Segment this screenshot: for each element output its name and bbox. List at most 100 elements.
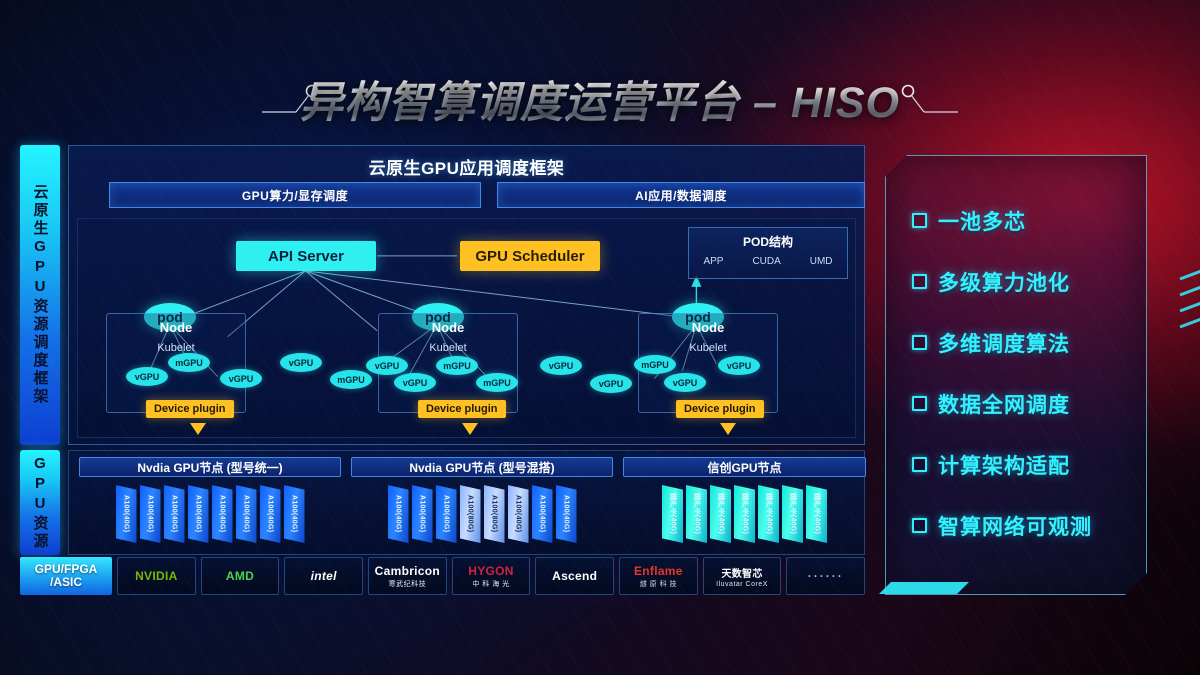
vendor-intel-label: intel [310,569,337,583]
gpu-card[interactable]: A100(40G) [411,485,433,543]
checkbox-icon [912,457,927,472]
vendor-enflame[interactable]: Enflame 燧 原 科 技 [619,557,698,595]
feature-item-0[interactable]: 一池多芯 [912,190,1146,251]
pod-structure-box: POD结构 APP CUDA UMD [688,227,848,279]
node-3-kubelet: Kubelet [689,342,727,354]
vendor-iluvatar-sub: Iluvatar CoreX [716,580,768,588]
node-2-label: Node [431,320,465,335]
gpu-oval-1-1[interactable]: mGPU [168,353,210,372]
feature-item-4[interactable]: 计算架构适配 [912,434,1146,495]
gpu-card[interactable]: A100(40G) [435,485,457,543]
gpu-card[interactable]: 国产卡(40G) [734,485,755,543]
gpu-oval-1-2[interactable]: vGPU [220,369,262,388]
node-1-label: Node [159,320,193,335]
gpu-card-label: A100(40G) [146,495,154,533]
gpu-node-group-1-header: Nvdia GPU节点 (型号统一) [79,457,341,477]
gpu-oval-2-0[interactable]: vGPU [366,356,408,375]
gpu-card[interactable]: A100(40G) [187,485,209,543]
gpu-card-label: 国产卡(40G) [717,493,725,535]
gpu-node-group-3: 信创GPU节点 国产卡(40G) 国产卡(40G) 国产卡(40G) 国产卡(4… [623,457,866,550]
gpu-oval-3-0-label: mGPU [641,359,669,370]
gpu-card[interactable]: A100(40G) [555,485,577,543]
gpu-card[interactable]: 国产卡(40G) [710,485,731,543]
feature-item-2[interactable]: 多维调度算法 [912,312,1146,373]
gpu-card-label: A100(40G) [394,495,402,533]
gpu-card-label: A100(40G) [562,495,570,533]
checkbox-icon [912,274,927,289]
gpu-card[interactable]: A100(40G) [507,485,529,543]
gpu-card[interactable]: A100(80G) [483,485,505,543]
page-title: 异构智算调度运营平台 – HISO [0,68,1200,130]
gpu-card[interactable]: 国产卡(40G) [662,485,683,543]
gpu-card-label: A100(40G) [538,495,546,533]
device-plugin-3[interactable]: Device plugin [676,400,764,418]
gpu-oval-2-4[interactable]: vGPU [540,356,582,375]
vendor-amd-label: AMD [225,569,255,583]
gpu-oval-1-0[interactable]: vGPU [126,367,168,386]
vendor-more[interactable]: ······ [786,557,866,595]
device-plugin-3-label: Device plugin [684,403,756,415]
feature-item-5[interactable]: 智算网络可观测 [912,495,1146,556]
gpu-card[interactable]: 国产卡(40G) [782,485,803,543]
vendor-more-label: ······ [807,569,844,583]
vendor-cambricon[interactable]: Cambricon 寒武纪科技 [368,557,447,595]
gpu-oval-2-3[interactable]: mGPU [476,373,518,392]
gpu-node-group-2: Nvdia GPU节点 (型号混搭) A100(40G) A100(40G) A… [351,457,613,550]
gpu-card-label: 国产卡(40G) [813,493,821,535]
gpu-oval-2-1[interactable]: mGPU [436,356,478,375]
gpu-card[interactable]: A100(40G) [235,485,257,543]
gpu-card-label: 国产卡(40G) [789,493,797,535]
feature-item-3[interactable]: 数据全网调度 [912,373,1146,434]
gpu-card-label: 国产卡(40G) [741,493,749,535]
vendor-nvidia[interactable]: NVIDIA [117,557,196,595]
band-gpu-compute-label: GPU算力/显存调度 [241,188,349,203]
feature-item-4-label: 计算架构适配 [938,454,1070,478]
gpu-card[interactable]: 国产卡(40G) [686,485,707,543]
gpu-card[interactable]: A100(40G) [283,485,305,543]
framework-panel: 云原生GPU应用调度框架 GPU算力/显存调度 AI应用/数据调度 [68,145,865,445]
scheduling-area: API Server GPU Scheduler POD结构 APP CUDA … [77,218,856,438]
gpu-oval-2-2[interactable]: vGPU [394,373,436,392]
gpu-card-label: A100(40G) [218,495,226,533]
gpu-card[interactable]: A100(40G) [115,485,137,543]
gpu-card[interactable]: A100(40G) [211,485,233,543]
gpu-scheduler-node[interactable]: GPU Scheduler [460,241,600,271]
vendor-row-label: GPU/FPGA /ASIC [20,557,112,595]
gpu-oval-3-0[interactable]: mGPU [634,355,676,374]
checkbox-icon [912,335,927,350]
gpu-card[interactable]: A100(40G) [139,485,161,543]
gpu-card[interactable]: A100(40G) [163,485,185,543]
panel-accent-right [1178,265,1200,340]
vendor-iluvatar[interactable]: 天数智芯 Iluvatar CoreX [702,557,782,595]
gpu-card[interactable]: A100(40G) [387,485,409,543]
gpu-card[interactable]: A100(40G) [531,485,553,543]
title-decoration-right [898,78,958,118]
vendor-amd[interactable]: AMD [200,557,280,595]
vendor-hygon[interactable]: HYGON 中 科 海 光 [451,557,531,595]
gpu-card[interactable]: 国产卡(40G) [806,485,827,543]
gpu-scheduler-label: GPU Scheduler [475,247,585,265]
gpu-card[interactable]: 国产卡(40G) [758,485,779,543]
gpu-oval-2-5-label: vGPU [598,378,624,389]
gpu-oval-2-5[interactable]: vGPU [590,374,632,393]
vendor-hygon-label: HYGON [468,563,514,578]
pod-layer-umd: UMD [809,256,833,267]
gpu-oval-1-4[interactable]: mGPU [330,370,372,389]
vendor-ascend[interactable]: Ascend [535,557,615,595]
pod-node-2[interactable]: pod [412,303,464,331]
feature-item-1[interactable]: 多级算力池化 [912,251,1146,312]
gpu-oval-3-1[interactable]: vGPU [664,373,706,392]
device-plugin-1[interactable]: Device plugin [146,400,234,418]
gpu-oval-2-1-label: mGPU [443,360,471,371]
api-server-node[interactable]: API Server [236,241,376,271]
feature-item-2-label: 多维调度算法 [938,332,1070,356]
gpu-card[interactable]: A100(80G) [459,485,481,543]
gpu-oval-1-3[interactable]: vGPU [280,353,322,372]
gpu-card-rack-3: 国产卡(40G) 国产卡(40G) 国产卡(40G) 国产卡(40G) 国产卡(… [623,485,866,547]
gpu-card[interactable]: A100(40G) [259,485,281,543]
vendor-intel[interactable]: intel [284,557,364,595]
vendor-row-label-line1: GPU/FPGA [34,561,98,576]
device-plugin-2[interactable]: Device plugin [418,400,506,418]
gpu-oval-3-2[interactable]: vGPU [718,356,760,375]
gpu-card-label: A100(40G) [442,495,450,533]
